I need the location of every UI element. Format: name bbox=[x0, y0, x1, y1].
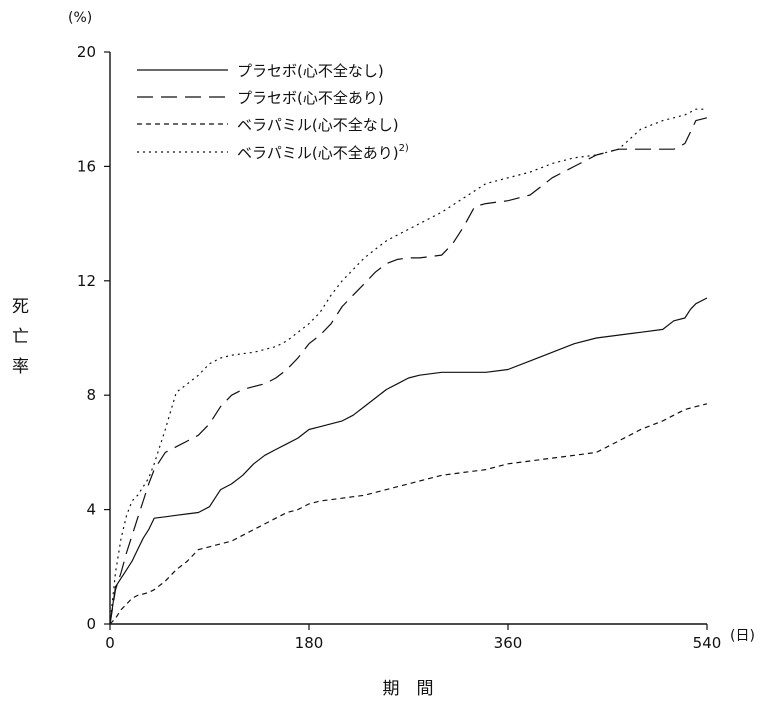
legend-label-placebo-no-hf: プラセボ(心不全なし) bbox=[237, 62, 384, 80]
y-axis-title: 死 亡 率 bbox=[12, 297, 29, 377]
legend: プラセボ(心不全なし) プラセボ(心不全あり) ベラパミル(心不全なし) ベラパ… bbox=[137, 62, 409, 162]
y-tick-label: 16 bbox=[77, 157, 96, 175]
series-verapamil-no-hf bbox=[109, 403, 708, 625]
y-tick-label: 8 bbox=[86, 386, 96, 404]
x-tick-label: 360 bbox=[494, 634, 523, 652]
legend-superscript: 2) bbox=[399, 143, 409, 154]
axis-ticks: 0 4 8 12 16 20 0 180 360 540 bbox=[77, 43, 721, 652]
y-tick-label: 20 bbox=[77, 43, 96, 61]
x-unit-label: (日) bbox=[730, 628, 755, 644]
x-tick-label: 0 bbox=[105, 634, 115, 652]
legend-label-placebo-hf: プラセボ(心不全あり) bbox=[237, 89, 384, 107]
y-axis-title-char-2: 亡 bbox=[12, 327, 29, 347]
series-placebo-hf bbox=[109, 117, 708, 625]
legend-label-verapamil-hf-text: ベラパミル(心不全あり) bbox=[237, 144, 399, 162]
y-unit-label: (%) bbox=[68, 10, 92, 26]
legend-label-verapamil-no-hf: ベラパミル(心不全なし) bbox=[237, 116, 399, 134]
series-lines bbox=[109, 108, 708, 625]
y-axis-title-char-1: 死 bbox=[12, 297, 29, 317]
x-tick-label: 540 bbox=[693, 634, 722, 652]
y-tick-label: 0 bbox=[86, 615, 96, 633]
x-axis-title: 期 間 bbox=[383, 679, 434, 699]
y-tick-label: 4 bbox=[86, 501, 96, 519]
y-tick-label: 12 bbox=[77, 272, 96, 290]
series-verapamil-hf bbox=[109, 108, 707, 625]
y-axis-title-char-3: 率 bbox=[12, 357, 29, 377]
legend-label-verapamil-hf: ベラパミル(心不全あり)2) bbox=[237, 143, 409, 162]
x-tick-label: 180 bbox=[295, 634, 324, 652]
series-placebo-no-hf bbox=[109, 297, 708, 625]
